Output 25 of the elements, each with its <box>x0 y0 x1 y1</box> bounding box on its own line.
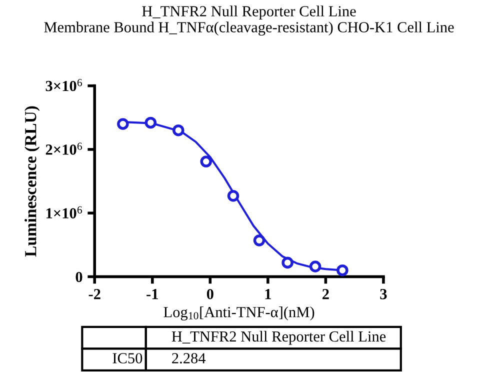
x-axis-title: Log$_{10}$[Anti-TNF-α](nM) <box>164 306 314 320</box>
point <box>336 264 348 276</box>
x-tick-label: 1 <box>265 289 271 300</box>
y-tick-label: 2×10$^{6}$ <box>46 142 82 155</box>
point <box>172 124 184 136</box>
x-tick-label: 3 <box>380 288 387 300</box>
point <box>200 156 212 168</box>
point <box>309 260 322 272</box>
y-tick-label: 1×10$^{6}$ <box>46 206 82 218</box>
point <box>282 256 294 269</box>
point <box>117 118 129 130</box>
chart-title: H_TNFR2 Null Reporter Cell Line Membrane Bound H_TNFα(cleavage-resistant) CHO-K1 Cell Line <box>44 6 454 36</box>
y-tick-label: 3×10$^{6}$ <box>46 79 82 92</box>
x-tick-label: -1 <box>146 289 158 300</box>
text: IC50 <box>112 353 142 364</box>
y-tick-label: 0 <box>76 272 82 282</box>
text: 2.284 <box>172 353 206 364</box>
point <box>253 234 266 246</box>
x-tick-label: 0 <box>206 288 214 300</box>
x-tick-label: -2 <box>88 288 100 300</box>
point <box>144 116 157 129</box>
x-tick-label: 2 <box>322 288 329 300</box>
y-axis-title: Luminescence (RLU) <box>24 106 40 257</box>
text: H_TNFR2 Null Reporter Cell Line <box>172 330 386 345</box>
point <box>227 190 240 202</box>
